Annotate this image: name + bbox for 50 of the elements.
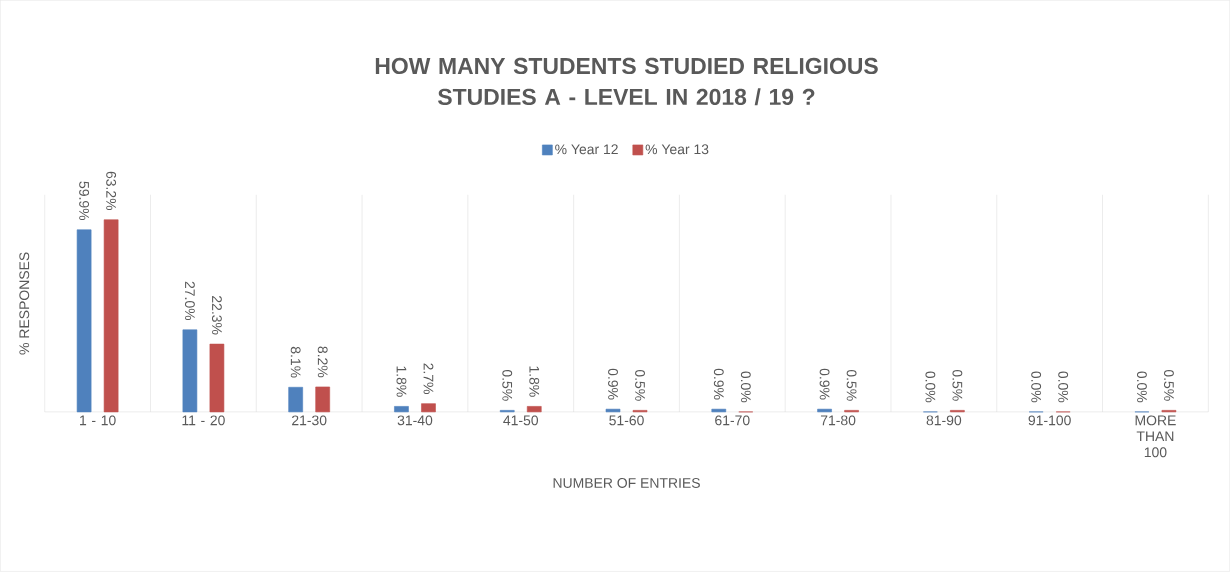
x-tick-label: 1 - 10 xyxy=(80,415,116,426)
x-tick-label: 71-80 xyxy=(820,415,856,426)
data-label: 0.0% xyxy=(925,371,936,403)
x-tick-label: 41-50 xyxy=(503,415,539,426)
data-label: 0.5% xyxy=(952,370,963,401)
bar xyxy=(288,387,303,413)
legend-label: % Year 13 xyxy=(645,144,709,155)
legend-label: % Year 12 xyxy=(555,144,618,155)
data-label: 59.9% xyxy=(79,181,90,221)
x-tick-label: 21-30 xyxy=(292,415,327,426)
data-label: 0.5% xyxy=(846,370,857,401)
y-axis-title: % RESPONSES xyxy=(19,252,30,355)
bar xyxy=(711,409,727,413)
x-axis-title: NUMBER OF ENTRIES xyxy=(553,478,700,489)
data-label: 0.0% xyxy=(1031,371,1042,403)
x-tick-label: 81-90 xyxy=(926,415,962,426)
data-label: 22.3% xyxy=(211,296,222,335)
x-tick-label: 61-70 xyxy=(715,415,750,426)
data-label: 27.0% xyxy=(184,281,195,321)
data-label: 0.5% xyxy=(502,370,513,401)
bar xyxy=(182,329,198,413)
bar xyxy=(605,409,621,413)
x-tick-label: 31-40 xyxy=(397,415,433,426)
x-tick-label: 11 - 20 xyxy=(182,415,225,426)
bar xyxy=(103,219,119,413)
bar xyxy=(421,403,436,413)
bar xyxy=(76,229,92,413)
chart-title: HOW MANY STUDENTS STUDIED RELIGIOUS STUDIES A - LEVEL IN 2018 / 19 ? xyxy=(375,58,878,106)
x-tick-label: MORE THAN 100 xyxy=(1135,415,1176,458)
data-label: 0.0% xyxy=(1058,371,1069,403)
data-label: 0.5% xyxy=(635,370,645,401)
data-label: 0.9% xyxy=(608,368,618,400)
bar xyxy=(394,406,409,413)
data-label: 8.2% xyxy=(317,346,328,378)
data-label: 0.9% xyxy=(819,368,830,400)
data-label: 0.0% xyxy=(1136,371,1147,403)
bar xyxy=(315,386,330,413)
data-label: 1.8% xyxy=(529,366,540,397)
bar xyxy=(817,409,832,413)
data-label: 63.2% xyxy=(106,171,117,211)
data-label: 0.5% xyxy=(1163,370,1174,401)
data-label: 8.1% xyxy=(290,347,301,378)
x-tick-label: 91-100 xyxy=(1028,415,1071,426)
bar xyxy=(209,343,225,413)
data-label: 0.0% xyxy=(740,371,751,403)
x-tick-label: 51-60 xyxy=(609,415,644,426)
bar xyxy=(526,406,542,413)
data-label: 2.7% xyxy=(423,363,434,395)
data-label: 0.9% xyxy=(713,368,724,400)
data-label: 1.8% xyxy=(396,366,407,397)
